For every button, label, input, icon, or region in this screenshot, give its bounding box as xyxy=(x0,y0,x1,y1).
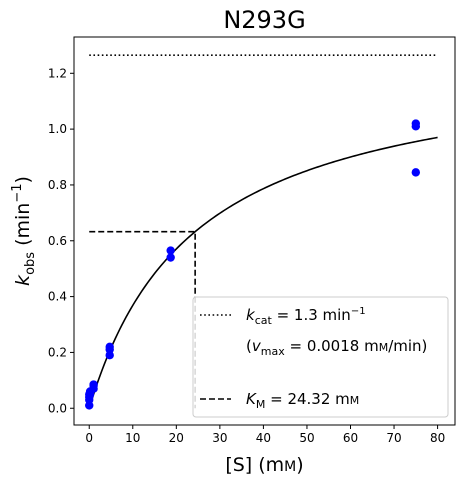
data-point xyxy=(166,246,175,255)
legend-kcat-value: = 1.3 min xyxy=(272,306,351,324)
legend: kcat = 1.3 min−1 (vmax = 0.0018 mM/min) … xyxy=(192,296,449,418)
x-axis-label-main: [S] (m xyxy=(225,454,284,476)
data-point xyxy=(166,253,175,262)
y-axis-label-unit: (min xyxy=(12,203,34,252)
fit-curve xyxy=(88,136,438,409)
legend-kcat-sup: −1 xyxy=(351,306,366,317)
x-tick-label: 60 xyxy=(343,431,358,445)
legend-vmax-text: (vmax = 0.0018 mM/min) xyxy=(246,337,427,358)
legend-vmax-open: ( xyxy=(246,337,252,355)
legend-vmax-value: = 0.0018 m xyxy=(285,337,379,355)
x-axis-label: [S] (mM) xyxy=(225,454,303,476)
y-tick-label: 1.2 xyxy=(48,66,67,80)
y-tick-label: 1.0 xyxy=(48,122,67,136)
legend-vmax-smallcaps: M xyxy=(379,341,389,354)
x-tick-label: 80 xyxy=(430,431,445,445)
data-point xyxy=(411,168,421,177)
y-tick-label: 0.4 xyxy=(48,290,67,304)
legend-kcat-sub: cat xyxy=(255,314,273,327)
y-tick-label: 0.8 xyxy=(48,178,67,192)
legend-vmax-tail: /min) xyxy=(388,337,427,355)
x-tick-label: 40 xyxy=(256,431,271,445)
x-tick-label: 0 xyxy=(85,431,93,445)
legend-km-k: K xyxy=(246,390,257,408)
legend-kcat-text: kcat = 1.3 min−1 xyxy=(246,306,366,327)
data-point xyxy=(411,119,421,128)
y-axis-label: kobs (min−1) xyxy=(10,176,38,286)
legend-vmax-sub: max xyxy=(261,345,285,358)
legend-km-smallcaps: M xyxy=(350,394,360,407)
km-guide-line xyxy=(89,230,196,409)
chart-title: N293G xyxy=(223,6,305,34)
y-tick-label: 0.0 xyxy=(48,401,67,415)
y-axis-label-close: ) xyxy=(12,176,34,183)
y-axis-label-sub: obs xyxy=(23,252,38,275)
x-tick-label: 70 xyxy=(386,431,401,445)
legend-km-value: = 24.32 m xyxy=(265,390,349,408)
plot-frame xyxy=(73,36,456,426)
x-tick-label: 10 xyxy=(125,431,140,445)
x-axis-label-close: ) xyxy=(296,454,303,476)
y-axis-label-sup: −1 xyxy=(10,183,25,202)
legend-vmax-v: v xyxy=(252,337,262,355)
legend-km-text: KM = 24.32 mM xyxy=(246,390,359,411)
plot-area: 0 10 20 30 40 50 60 70 80 0.0 0.2 0.4 0.6 0.8 1.0 1.2 xyxy=(48,36,456,445)
y-tick-label: 0.2 xyxy=(48,345,67,359)
y-axis-label-k: k xyxy=(12,274,34,286)
data-point xyxy=(89,380,98,389)
x-tick-label: 20 xyxy=(169,431,184,445)
x-tick-label: 30 xyxy=(212,431,227,445)
x-tick-label: 50 xyxy=(299,431,314,445)
x-axis-label-smallcaps: M xyxy=(284,459,296,475)
data-point xyxy=(105,342,114,352)
legend-kcat-k: k xyxy=(246,306,256,324)
legend-km-sub: M xyxy=(256,398,266,411)
y-tick-label: 0.6 xyxy=(48,234,67,248)
legend-box xyxy=(192,296,449,418)
